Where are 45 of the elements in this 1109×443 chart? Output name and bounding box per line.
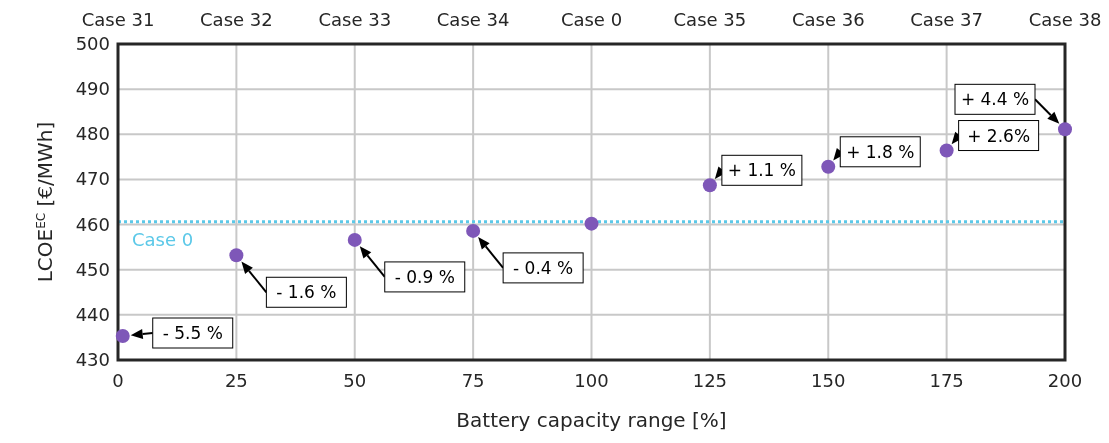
x-tick-label: 0: [112, 370, 124, 391]
annotation: + 2.6%: [967, 125, 1031, 146]
point: [584, 216, 599, 231]
point: [702, 178, 717, 193]
y-tick-label: 500: [75, 33, 110, 54]
point: [821, 159, 836, 174]
annotation: - 0.4 %: [513, 257, 574, 278]
y-tick-label: 470: [75, 168, 110, 190]
x-tick-label: 25: [224, 370, 248, 391]
x-tick-label: 150: [811, 370, 846, 391]
x-tick-label: 200: [1047, 370, 1083, 391]
x-tick-label: 100: [574, 370, 609, 391]
annotation: + 1.8 %: [846, 141, 915, 162]
text: Case 35: [673, 9, 747, 30]
x-tick-label: 125: [692, 370, 728, 391]
x-tick-label: 50: [343, 370, 367, 391]
annotation: - 0.9 %: [394, 266, 455, 287]
y-tick-label: 440: [75, 303, 110, 325]
y-tick-label: 490: [75, 78, 110, 100]
text: Case 38: [1028, 9, 1102, 30]
text: Case 37: [910, 9, 983, 30]
x-tick-label: 175: [929, 370, 964, 391]
annotation: - 5.5 %: [162, 323, 223, 343]
point: [1058, 122, 1072, 137]
x-axis-title: Battery capacity range [%]: [456, 408, 727, 432]
y-tick-label: 450: [75, 258, 110, 280]
text: Case 34: [436, 9, 510, 30]
text: Case 36: [791, 9, 865, 30]
point: [939, 143, 954, 158]
y-tick-label: 480: [75, 123, 110, 145]
annotation: + 4.4 %: [960, 89, 1030, 110]
x-tick-label: 75: [461, 370, 485, 391]
point: [115, 329, 130, 344]
annotation: - 1.6 %: [276, 282, 337, 303]
point: [229, 248, 244, 263]
annotation: + 1.1 %: [727, 160, 796, 181]
y-tick-label: 430: [75, 349, 110, 370]
text: Case 31: [81, 9, 155, 30]
point: [466, 223, 481, 238]
text: Case 33: [318, 9, 392, 30]
y-tick-label: 460: [75, 213, 110, 235]
point: [347, 232, 362, 247]
ref-line-label: Case 0: [132, 228, 194, 250]
text: Case 0: [560, 9, 623, 30]
text: Case 32: [200, 9, 273, 30]
